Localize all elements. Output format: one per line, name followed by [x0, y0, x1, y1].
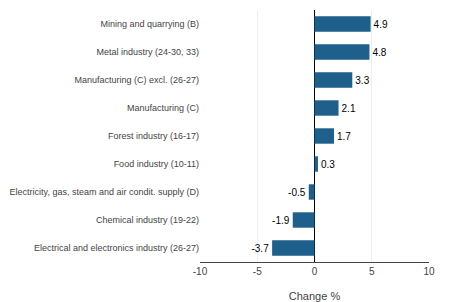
- svg-text:Chemical industry (19-22): Chemical industry (19-22): [96, 215, 199, 225]
- svg-text:Electricity, gas, steam and ai: Electricity, gas, steam and air condit. …: [10, 187, 199, 197]
- svg-text:2.1: 2.1: [342, 103, 356, 114]
- svg-text:0.3: 0.3: [321, 159, 335, 170]
- svg-text:3.3: 3.3: [355, 75, 369, 86]
- svg-text:Manufacturing (C): Manufacturing (C): [127, 103, 199, 113]
- svg-text:Forest industry (16-17): Forest industry (16-17): [108, 131, 199, 141]
- svg-text:4.9: 4.9: [374, 19, 388, 30]
- svg-text:0: 0: [312, 266, 318, 277]
- svg-text:Mining and quarrying (B): Mining and quarrying (B): [100, 19, 199, 29]
- svg-text:Manufacturing (C) excl. (26-27: Manufacturing (C) excl. (26-27): [74, 75, 199, 85]
- svg-text:-0.5: -0.5: [288, 187, 306, 198]
- svg-text:-3.7: -3.7: [251, 243, 269, 254]
- svg-text:Metal industry (24-30, 33): Metal industry (24-30, 33): [96, 47, 199, 57]
- svg-text:10: 10: [423, 266, 435, 277]
- svg-text:Change %: Change %: [289, 290, 341, 302]
- svg-text:-5: -5: [253, 266, 262, 277]
- svg-text:4.8: 4.8: [372, 47, 386, 58]
- svg-text:5: 5: [369, 266, 375, 277]
- svg-text:Electrical and electronics ind: Electrical and electronics industry (26-…: [34, 243, 199, 253]
- svg-text:Food industry (10-11): Food industry (10-11): [114, 159, 199, 169]
- svg-text:1.7: 1.7: [337, 131, 351, 142]
- svg-text:-10: -10: [193, 266, 208, 277]
- svg-text:-1.9: -1.9: [272, 215, 290, 226]
